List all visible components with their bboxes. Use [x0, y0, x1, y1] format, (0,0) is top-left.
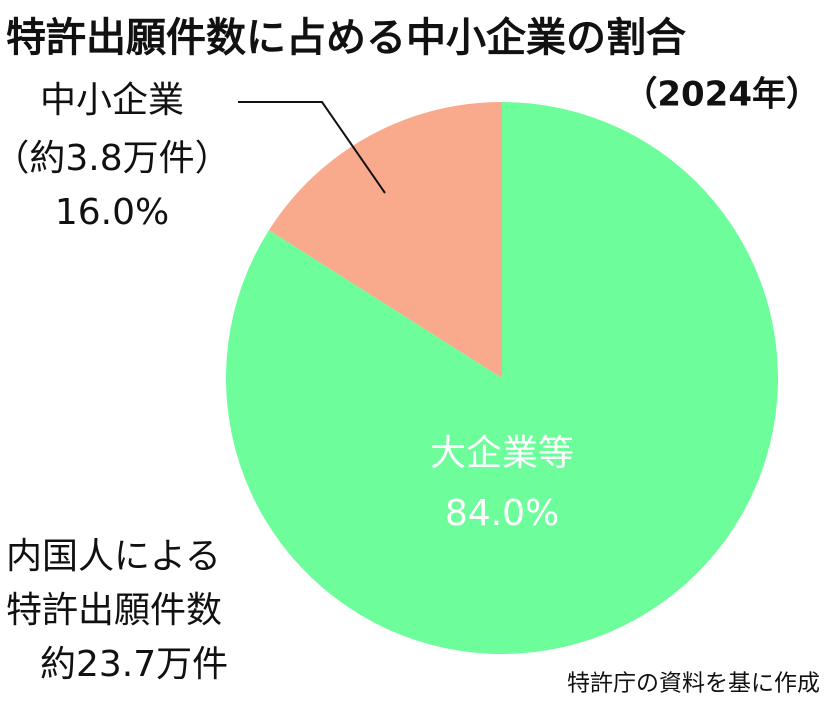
annotation: 特許出願件数	[6, 590, 222, 631]
slice-label: （約3.8万件）	[0, 138, 231, 179]
chart-title: 特許出願件数に占める中小企業の割合	[6, 15, 686, 61]
slice-label: 大企業等	[430, 433, 574, 474]
value-label: 16.0%	[55, 192, 169, 233]
slice-label: 中小企業	[40, 80, 184, 121]
pie-slice	[226, 102, 779, 654]
pie-slice	[268, 102, 502, 378]
chart-subtitle: （2024年）	[623, 75, 820, 115]
value-label: 84.0%	[445, 493, 559, 534]
annotation: 内国人による	[6, 536, 221, 577]
leader-line	[238, 101, 386, 194]
annotation: 約23.7万件	[40, 644, 228, 685]
source: 特許庁の資料を基に作成	[567, 671, 820, 697]
pie	[226, 102, 779, 654]
